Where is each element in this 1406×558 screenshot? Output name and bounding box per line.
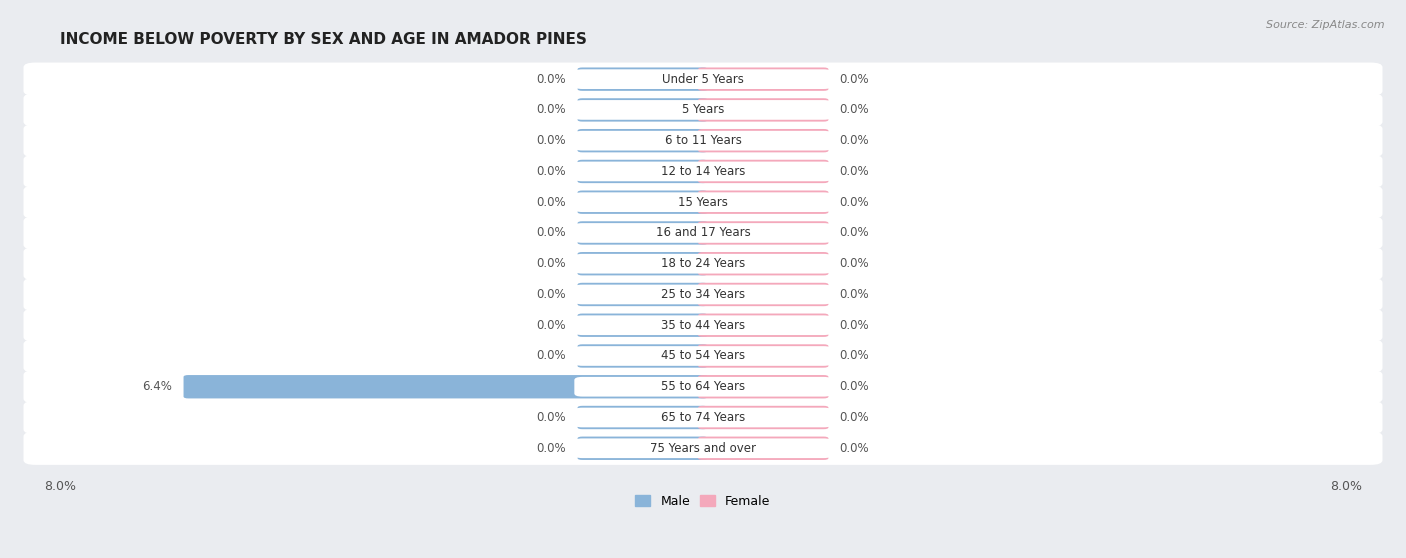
FancyBboxPatch shape [574, 377, 832, 397]
FancyBboxPatch shape [24, 339, 1382, 373]
FancyBboxPatch shape [24, 278, 1382, 311]
Text: 16 and 17 Years: 16 and 17 Years [655, 227, 751, 239]
FancyBboxPatch shape [24, 62, 1382, 96]
FancyBboxPatch shape [24, 124, 1382, 157]
FancyBboxPatch shape [578, 283, 707, 306]
Text: 0.0%: 0.0% [537, 134, 567, 147]
Text: 0.0%: 0.0% [537, 165, 567, 178]
Text: 45 to 54 Years: 45 to 54 Years [661, 349, 745, 363]
FancyBboxPatch shape [24, 309, 1382, 342]
Text: 18 to 24 Years: 18 to 24 Years [661, 257, 745, 270]
FancyBboxPatch shape [24, 155, 1382, 188]
Text: 0.0%: 0.0% [537, 411, 567, 424]
FancyBboxPatch shape [574, 69, 832, 89]
FancyBboxPatch shape [699, 222, 828, 244]
FancyBboxPatch shape [574, 408, 832, 427]
Text: 0.0%: 0.0% [839, 380, 869, 393]
FancyBboxPatch shape [699, 375, 828, 398]
Text: 0.0%: 0.0% [839, 227, 869, 239]
FancyBboxPatch shape [699, 406, 828, 429]
FancyBboxPatch shape [24, 401, 1382, 434]
Text: 25 to 34 Years: 25 to 34 Years [661, 288, 745, 301]
FancyBboxPatch shape [578, 344, 707, 368]
Text: 0.0%: 0.0% [537, 196, 567, 209]
FancyBboxPatch shape [574, 223, 832, 243]
Text: 0.0%: 0.0% [839, 257, 869, 270]
Text: 15 Years: 15 Years [678, 196, 728, 209]
FancyBboxPatch shape [578, 406, 707, 429]
FancyBboxPatch shape [578, 129, 707, 152]
Text: 0.0%: 0.0% [537, 442, 567, 455]
Text: 0.0%: 0.0% [537, 319, 567, 331]
Text: 0.0%: 0.0% [839, 288, 869, 301]
FancyBboxPatch shape [578, 222, 707, 244]
FancyBboxPatch shape [699, 344, 828, 368]
Text: 0.0%: 0.0% [839, 73, 869, 86]
FancyBboxPatch shape [699, 252, 828, 276]
FancyBboxPatch shape [578, 160, 707, 183]
FancyBboxPatch shape [184, 375, 707, 398]
Text: 6 to 11 Years: 6 to 11 Years [665, 134, 741, 147]
FancyBboxPatch shape [699, 190, 828, 214]
Text: 0.0%: 0.0% [839, 411, 869, 424]
FancyBboxPatch shape [699, 68, 828, 91]
Text: 0.0%: 0.0% [839, 196, 869, 209]
Text: 0.0%: 0.0% [839, 319, 869, 331]
FancyBboxPatch shape [24, 217, 1382, 249]
FancyBboxPatch shape [574, 193, 832, 212]
FancyBboxPatch shape [578, 252, 707, 276]
FancyBboxPatch shape [699, 129, 828, 152]
FancyBboxPatch shape [578, 190, 707, 214]
FancyBboxPatch shape [24, 93, 1382, 127]
FancyBboxPatch shape [578, 436, 707, 460]
FancyBboxPatch shape [578, 98, 707, 122]
Text: 0.0%: 0.0% [839, 165, 869, 178]
FancyBboxPatch shape [699, 314, 828, 337]
Text: 5 Years: 5 Years [682, 103, 724, 117]
FancyBboxPatch shape [24, 247, 1382, 280]
Text: 55 to 64 Years: 55 to 64 Years [661, 380, 745, 393]
FancyBboxPatch shape [574, 315, 832, 335]
FancyBboxPatch shape [574, 439, 832, 458]
Text: INCOME BELOW POVERTY BY SEX AND AGE IN AMADOR PINES: INCOME BELOW POVERTY BY SEX AND AGE IN A… [59, 32, 586, 47]
Text: 0.0%: 0.0% [537, 257, 567, 270]
Text: 0.0%: 0.0% [839, 103, 869, 117]
FancyBboxPatch shape [574, 254, 832, 273]
Text: 0.0%: 0.0% [537, 103, 567, 117]
Legend: Male, Female: Male, Female [630, 490, 776, 513]
FancyBboxPatch shape [574, 285, 832, 304]
FancyBboxPatch shape [699, 283, 828, 306]
Text: 6.4%: 6.4% [142, 380, 173, 393]
Text: 12 to 14 Years: 12 to 14 Years [661, 165, 745, 178]
FancyBboxPatch shape [578, 68, 707, 91]
FancyBboxPatch shape [578, 314, 707, 337]
FancyBboxPatch shape [574, 100, 832, 120]
Text: 0.0%: 0.0% [537, 73, 567, 86]
FancyBboxPatch shape [24, 432, 1382, 465]
Text: 0.0%: 0.0% [839, 134, 869, 147]
Text: Source: ZipAtlas.com: Source: ZipAtlas.com [1267, 20, 1385, 30]
Text: 75 Years and over: 75 Years and over [650, 442, 756, 455]
Text: 35 to 44 Years: 35 to 44 Years [661, 319, 745, 331]
Text: 0.0%: 0.0% [537, 227, 567, 239]
FancyBboxPatch shape [574, 131, 832, 151]
FancyBboxPatch shape [24, 370, 1382, 403]
Text: Under 5 Years: Under 5 Years [662, 73, 744, 86]
FancyBboxPatch shape [699, 436, 828, 460]
Text: 65 to 74 Years: 65 to 74 Years [661, 411, 745, 424]
FancyBboxPatch shape [574, 162, 832, 181]
Text: 0.0%: 0.0% [537, 288, 567, 301]
FancyBboxPatch shape [699, 98, 828, 122]
FancyBboxPatch shape [699, 160, 828, 183]
Text: 0.0%: 0.0% [839, 349, 869, 363]
FancyBboxPatch shape [574, 346, 832, 366]
Text: 0.0%: 0.0% [839, 442, 869, 455]
FancyBboxPatch shape [24, 186, 1382, 219]
Text: 0.0%: 0.0% [537, 349, 567, 363]
